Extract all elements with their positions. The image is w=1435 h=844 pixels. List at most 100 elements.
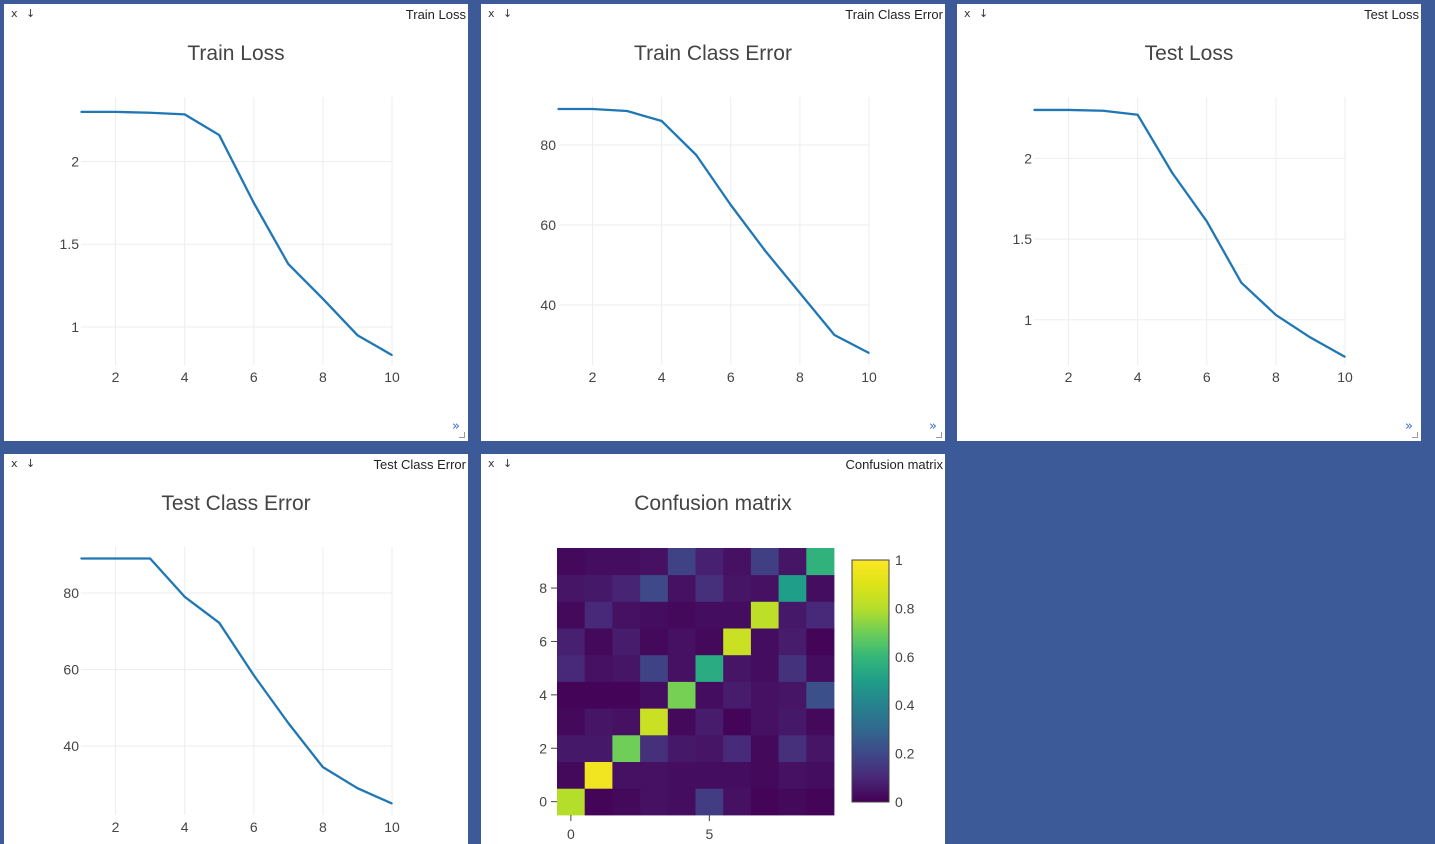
heatmap-cell <box>778 734 807 762</box>
data-point <box>1067 109 1070 111</box>
x-tick-label: 10 <box>384 369 400 385</box>
heatmap-cell <box>778 708 807 736</box>
x-tick-label: 4 <box>181 369 189 385</box>
y-tick-label: 4 <box>539 687 547 703</box>
heatmap-cell <box>667 574 696 602</box>
pane-title: Test Loss <box>1364 7 1419 22</box>
heatmap-cell <box>806 788 835 816</box>
pane-header: x ↓ Test Loss <box>957 4 1421 22</box>
heatmap-cell <box>557 574 586 602</box>
y-tick-label: 1 <box>1024 312 1032 328</box>
resize-handle[interactable] <box>936 432 942 438</box>
heatmap-cell <box>723 788 752 816</box>
heatmap-cell <box>778 574 807 602</box>
line-chart: Train Class Error 2 4 6 8 10 40 60 80 <box>540 42 877 385</box>
close-icon[interactable]: x <box>488 7 495 20</box>
download-icon[interactable]: ↓ <box>503 7 513 20</box>
close-icon[interactable]: x <box>11 7 18 20</box>
y-tick-label: 1.5 <box>1013 231 1033 247</box>
heatmap-cell <box>695 681 724 709</box>
heatmap-cell <box>723 628 752 656</box>
heatmap-cell <box>640 628 669 656</box>
heatmap-cell <box>612 601 641 629</box>
data-point <box>391 802 393 805</box>
expand-icon[interactable]: » <box>929 419 937 434</box>
x-tick-label: 6 <box>1203 369 1211 385</box>
y-tick-label: 0 <box>539 794 547 810</box>
close-icon[interactable]: x <box>11 457 18 470</box>
y-tick-label: 2 <box>1024 150 1032 166</box>
data-point <box>1309 336 1312 339</box>
expand-icon[interactable]: » <box>452 419 460 434</box>
heatmap-cell <box>667 601 696 629</box>
data-point <box>1171 172 1174 174</box>
heatmap-cell <box>723 548 752 576</box>
data-point <box>252 202 255 204</box>
download-icon[interactable]: ↓ <box>26 7 36 20</box>
x-tick-label: 2 <box>1065 369 1073 385</box>
heatmap-cell <box>778 761 807 789</box>
x-tick-label: 4 <box>1134 369 1142 385</box>
close-icon[interactable]: x <box>964 7 971 20</box>
resize-handle[interactable] <box>459 432 465 438</box>
data-point <box>322 298 324 300</box>
data-point <box>557 108 559 110</box>
series-line <box>81 110 393 357</box>
x-tick-label: 6 <box>250 369 258 385</box>
heatmap-cell <box>612 548 641 576</box>
colorbar-tick-label: 0.4 <box>895 697 915 713</box>
pane-confusion-matrix: x ↓ Confusion matrix Confusion matrix 0 2 4… <box>481 454 945 844</box>
heatmap-cell <box>584 708 613 736</box>
heatmap-cell <box>557 628 586 656</box>
y-tick-label: 40 <box>540 297 556 313</box>
y-tick-label: 80 <box>63 585 79 601</box>
heatmap-cell <box>806 761 835 789</box>
pane-title: Train Class Error <box>845 7 943 22</box>
line-chart: Train Loss 2 4 6 8 10 1 1.5 2 <box>60 42 400 385</box>
x-tick-label: 0 <box>567 826 575 842</box>
heatmap-cell <box>695 548 724 576</box>
pane-test-loss: x ↓ Test Loss Test Loss 2 4 6 8 10 1 1.5 2 » <box>957 4 1421 441</box>
x-tick-label: 2 <box>112 369 120 385</box>
heatmap-cell <box>612 788 641 816</box>
heatmap-cell <box>695 708 724 736</box>
heatmap-cell <box>778 654 807 682</box>
colorbar <box>851 559 890 803</box>
heatmap-cell <box>667 761 696 789</box>
download-icon[interactable]: ↓ <box>979 7 989 20</box>
chart-title: Test Loss <box>1145 42 1234 65</box>
heatmap-cell <box>695 788 724 816</box>
data-point <box>149 557 151 560</box>
colorbar-tick-label: 0 <box>895 794 903 810</box>
series-line <box>81 557 393 805</box>
heatmap-cell <box>667 681 696 709</box>
heatmap-cell <box>723 654 752 682</box>
heatmap-cell <box>667 788 696 816</box>
heatmap-cell <box>584 574 613 602</box>
pane-test-class-error: x ↓ Test Class Error Test Class Error 2 4 6… <box>4 454 468 844</box>
resize-handle[interactable] <box>1412 432 1418 438</box>
heatmap-cell <box>695 601 724 629</box>
heatmap-cell <box>584 761 613 789</box>
data-point <box>252 674 255 677</box>
x-tick-label: 4 <box>181 819 189 835</box>
colorbar-tick-label: 0.2 <box>895 746 915 762</box>
x-tick-label: 6 <box>727 369 735 385</box>
heatmap-cell <box>667 708 696 736</box>
download-icon[interactable]: ↓ <box>26 457 36 470</box>
data-point <box>660 120 663 122</box>
y-tick-label: 8 <box>539 580 547 596</box>
data-point <box>218 134 221 136</box>
download-icon[interactable]: ↓ <box>503 457 513 470</box>
close-icon[interactable]: x <box>488 457 495 470</box>
colorbar-tick-label: 0.6 <box>895 649 915 665</box>
data-point <box>1344 356 1346 358</box>
expand-icon[interactable]: » <box>1405 419 1413 434</box>
x-tick-label: 6 <box>250 819 258 835</box>
data-point <box>287 722 290 724</box>
heatmap-cell <box>640 601 669 629</box>
heatmap-cell <box>612 761 641 789</box>
heatmap-cell <box>750 548 779 576</box>
data-point <box>1102 109 1104 112</box>
heatmap-cell <box>612 654 641 682</box>
